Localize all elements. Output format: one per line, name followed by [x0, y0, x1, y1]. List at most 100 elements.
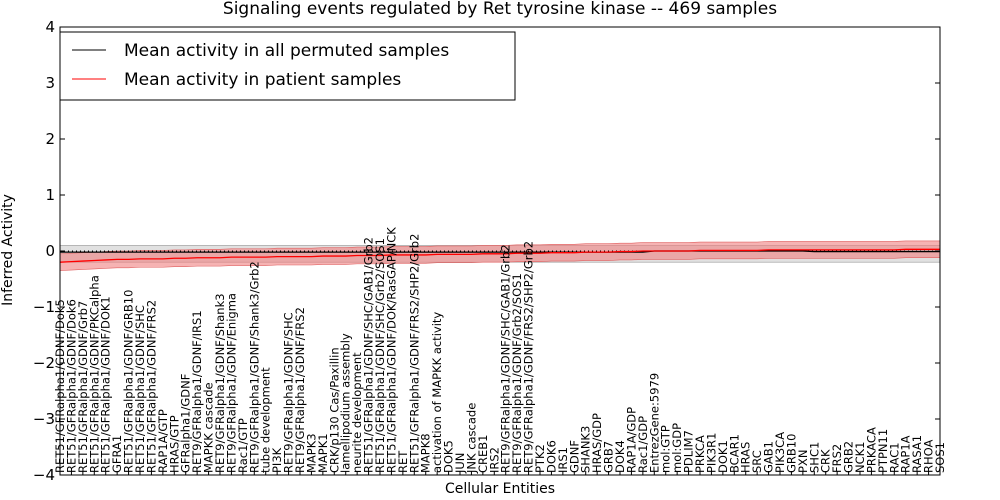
x-category-label: PIK3R1 — [704, 433, 718, 474]
x-category-label: JUN — [453, 453, 467, 474]
x-category-label: DOK6 — [544, 440, 558, 473]
x-category-label: RHOA — [922, 440, 936, 473]
y-axis-label: Inferred Activity — [0, 194, 16, 306]
x-category-label: PRKACA — [864, 427, 878, 473]
legend: Mean activity in all permuted samples Me… — [59, 31, 516, 101]
x-category-label: PRKCA — [693, 435, 707, 473]
x-category-label: RET9/GFRalpha1/GDNF/Shank3/Grb2 — [247, 261, 261, 473]
y-tick-label: 4 — [45, 18, 55, 36]
x-category-label: PXN — [796, 450, 810, 473]
x-category-label: PIK3CA — [773, 432, 787, 473]
x-category-label: SHANK3 — [579, 426, 593, 473]
x-category-label: BCAR1 — [727, 434, 741, 473]
x-category-labels: RET51/GFRalpha1/GDNF/Dok5RET51/GFRalpha1… — [53, 227, 947, 474]
x-category-label: MAPK1 — [316, 433, 330, 473]
x-category-label: RET51/GFRalpha1/GDNF/SHC/Grb2/SOS1 — [373, 238, 387, 473]
x-category-label: GRB10 — [784, 434, 798, 473]
y-tick-label: −4 — [33, 466, 55, 484]
x-category-label: RET51/GFRalpha1/GDNF/Dok5 — [53, 299, 67, 473]
x-category-label: GRB7 — [602, 441, 616, 473]
x-category-label: CRK — [819, 449, 833, 473]
x-category-label: RAP1A — [899, 435, 913, 473]
x-category-label: SOS1 — [933, 442, 947, 473]
legend-label-patient: Mean activity in patient samples — [124, 70, 401, 90]
x-category-label: RET9/GFRalpha1/GDNF/FRS2 — [293, 307, 307, 473]
x-category-label: RET9/GFRalpha1/GDNF/Shank3 — [213, 293, 227, 473]
x-category-label: RET51/GFRalpha1/GDNF/FRS2/SHP2/Grb2 — [407, 234, 421, 473]
x-category-label: HRAS/GTP — [167, 415, 181, 473]
x-category-label: PDLIM7 — [682, 430, 696, 473]
x-category-label: GDNF — [567, 440, 581, 473]
x-category-label: JNK cascade — [464, 403, 478, 474]
legend-label-permuted: Mean activity in all permuted samples — [124, 41, 449, 61]
x-category-label: RET51/GFRalpha1/GDNF/DOK/RasGAP/NCK — [384, 227, 398, 473]
x-category-label: Rac1/GTP — [236, 418, 250, 473]
x-category-label: MAPK3 — [304, 433, 318, 473]
x-category-label: RET51/GFRalpha1/GDNF/PKCalpha — [87, 275, 101, 473]
x-category-label: NCK1 — [853, 442, 867, 474]
x-category-label: tube development — [259, 367, 273, 473]
x-category-label: GAB1 — [762, 441, 776, 473]
y-tick-label: 2 — [45, 130, 55, 148]
x-category-label: RET51/GFRalpha1/GDNF/SHC — [133, 305, 147, 473]
series-line-patient — [59, 248, 940, 263]
lines-layer — [59, 248, 940, 263]
x-category-label: IRS2 — [487, 447, 501, 473]
x-category-label: RET9/GFRalpha1/GDNF/SHC/GAB1/Grb2 — [499, 244, 513, 473]
x-category-label: mol:GTP — [659, 425, 673, 473]
y-ticks-layer: −4 −3 −2 −1 0 1 2 3 4 — [33, 18, 940, 484]
x-category-label: RET9/GFRalpha1/GDNF/FRS2/SHP2/Grb2 — [522, 241, 536, 473]
legend-box — [59, 31, 516, 101]
x-category-label: RET51/GFRalpha1/GDNF/DOK1 — [99, 296, 113, 473]
x-category-label: HRAS/GDP — [590, 413, 604, 473]
x-category-label: RET9/GFRalpha1/GDNF/IRS1 — [190, 310, 204, 473]
x-category-label: activation of MAPKK activity — [430, 312, 444, 473]
x-category-label: RAP1A/GDP — [624, 407, 638, 473]
y-tick-label: −1 — [33, 298, 55, 316]
series-line-permuted — [60, 250, 940, 253]
x-category-label: neurite development — [350, 352, 364, 473]
x-category-label: RET — [396, 450, 410, 473]
x-category-label: HRAS — [739, 442, 753, 473]
x-category-label: EntrezGene:5979 — [647, 373, 661, 473]
x-category-label: RAC1 — [887, 442, 901, 473]
x-category-label: SRC — [750, 450, 764, 473]
chart-title: Signaling events regulated by Ret tyrosi… — [223, 0, 777, 19]
x-category-label: DOK1 — [716, 440, 730, 473]
x-category-label: DOK4 — [613, 440, 627, 473]
x-category-label: GFRalpha1/GDNF — [179, 374, 193, 473]
x-category-label: RAP1A/GTP — [156, 409, 170, 473]
x-category-label: PTPN11 — [876, 429, 890, 473]
x-category-label: RET51/GFRalpha1/GDNF/Dok6 — [64, 299, 78, 473]
x-category-label: lamellipodium assembly — [339, 333, 353, 473]
x-category-label: RET51/GFRalpha1/GDNF/FRS2 — [144, 300, 158, 473]
x-category-label: RET51/GFRalpha1/GDNF/SHC/GAB1/Grb2 — [362, 237, 376, 473]
x-category-label: RET51/GFRalpha1/GDNF/GRB10 — [122, 290, 136, 473]
x-category-label: GRB2 — [842, 441, 856, 473]
x-category-label: SHC1 — [807, 442, 821, 473]
y-tick-label: 1 — [45, 186, 55, 204]
x-category-label: Rac1/GDP — [636, 416, 650, 473]
x-category-label: PI3K — [270, 447, 284, 473]
y-tick-label: 3 — [45, 74, 55, 92]
y-tick-label: −2 — [33, 354, 55, 372]
x-category-label: RET9/GFRalpha1/GDNF/SHC — [282, 312, 296, 473]
x-category-label: RET51/GFRalpha1/GDNF/Grb7 — [76, 301, 90, 473]
x-category-label: MAPK8 — [419, 433, 433, 473]
y-tick-label: 0 — [45, 242, 55, 260]
x-category-label: RET9/GFRalpha1/GDNF/Grb2/SOS1 — [510, 273, 524, 473]
x-category-label: IRS1 — [556, 447, 570, 473]
x-category-label: mol:GDP — [670, 423, 684, 473]
x-category-label: DOK5 — [442, 440, 456, 473]
x-category-label: CRK/p130 Cas/Paxillin — [327, 347, 341, 473]
x-axis-label: Cellular Entities — [445, 481, 555, 497]
x-category-label: MAPKK cascade — [202, 382, 216, 473]
x-category-label: GFRA1 — [110, 435, 124, 473]
y-tick-label: −3 — [33, 410, 55, 428]
x-category-label: FRS2 — [830, 444, 844, 473]
x-category-label: PTK2 — [533, 444, 547, 473]
x-category-label: RET9/GFRalpha1/GDNF/Enigma — [224, 293, 238, 473]
x-category-label: RASA1 — [910, 435, 924, 473]
x-category-label: CREB1 — [476, 435, 490, 474]
